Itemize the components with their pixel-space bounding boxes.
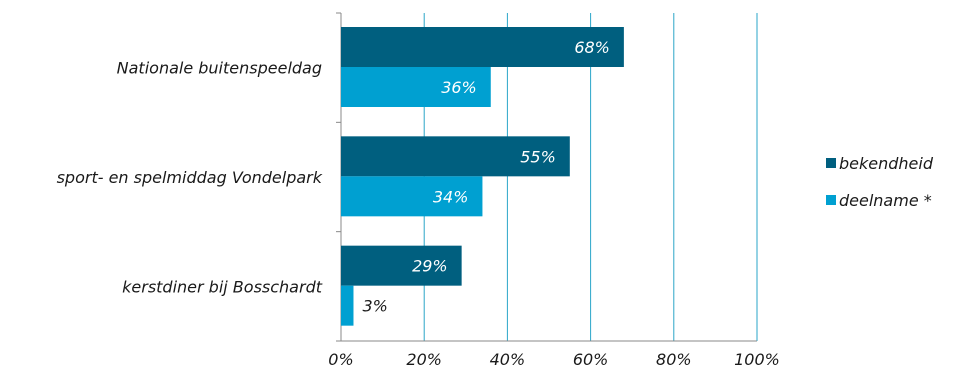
legend-label-bekendheid: bekendheid <box>839 154 933 173</box>
data-label: 36% <box>441 78 477 97</box>
legend-swatch-bekendheid <box>826 158 836 168</box>
data-label: 34% <box>433 187 469 206</box>
legend-item-deelname: deelname * <box>826 190 933 210</box>
category-label: kerstdiner bij Bosschardt <box>122 277 323 296</box>
category-label: Nationale buitenspeeldag <box>117 59 322 78</box>
x-tick-label: 100% <box>734 350 780 369</box>
category-label: sport- en spelmiddag Vondelpark <box>57 168 323 187</box>
bar-deelname <box>341 286 353 326</box>
legend-label-deelname: deelname * <box>839 191 932 210</box>
data-label: 3% <box>362 297 387 316</box>
data-label: 55% <box>520 147 556 166</box>
data-label: 68% <box>574 38 610 57</box>
legend-item-bekendheid: bekendheid <box>826 153 933 173</box>
x-tick-label: 60% <box>573 350 609 369</box>
legend: bekendheid deelname * <box>826 153 933 227</box>
x-tick-label: 40% <box>490 350 526 369</box>
legend-swatch-deelname <box>826 195 836 205</box>
data-label: 29% <box>412 257 448 276</box>
x-tick-label: 80% <box>656 350 692 369</box>
x-tick-label: 0% <box>328 350 353 369</box>
x-tick-label: 20% <box>406 350 442 369</box>
